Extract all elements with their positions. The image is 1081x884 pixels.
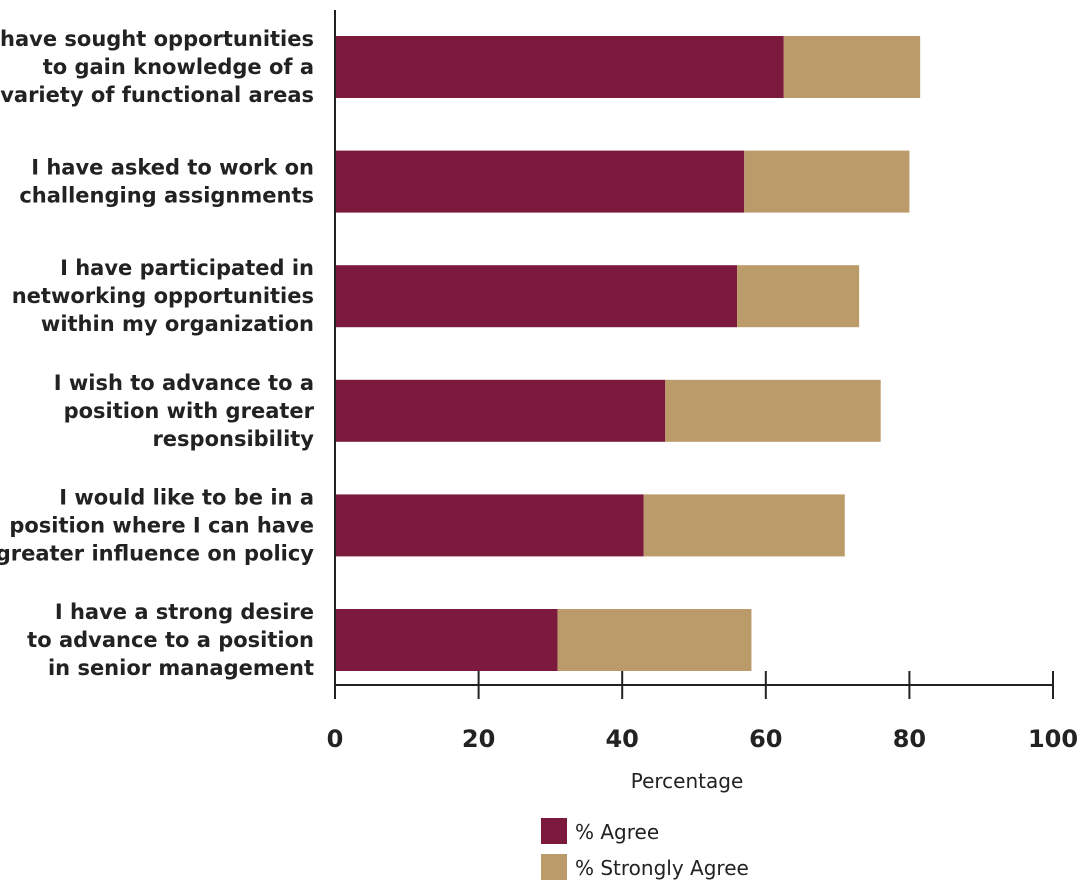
bar-strongly-agree-4 [665,379,881,442]
x-tick-label: 100 [1028,725,1078,753]
x-tick-label: 40 [605,725,638,753]
x-ticks: 0 20 40 60 80 100 [327,671,1078,753]
category-label: I have sought opportunities [0,27,314,51]
category-label: responsibility [152,427,314,451]
category-label: I wish to advance to a [54,371,314,395]
bar-strongly-agree-1 [783,36,921,98]
x-tick-label: 60 [749,725,782,753]
category-label: variety of functional areas [0,83,314,107]
bar-strongly-agree-5 [643,494,845,557]
legend-label-agree: % Agree [575,820,659,844]
category-label: I have participated in [60,256,314,280]
bar-agree-3 [335,265,738,328]
axes-group [334,10,1054,686]
bar-strongly-agree-2 [744,150,910,213]
x-axis-title: Percentage [631,769,744,793]
x-tick-label: 0 [327,725,344,753]
category-label: networking opportunities [12,284,314,308]
category-label: position with greater [64,399,315,423]
bar-strongly-agree-3 [737,265,860,328]
category-label: greater influence on policy [0,541,314,565]
category-label: challenging assignments [19,184,314,208]
category-label: to gain knowledge of a [43,55,314,79]
legend-swatch-strongly-agree [541,854,567,880]
category-labels: I have sought opportunities to gain knowl… [0,27,315,680]
bar-agree-2 [335,150,745,213]
legend: % Agree % Strongly Agree [541,818,749,880]
bar-agree-1 [335,36,784,98]
category-label: to advance to a position [27,628,314,652]
category-label: position where I can have [9,513,314,537]
category-label: within my organization [41,312,314,336]
category-label: I have a strong desire [55,600,314,624]
legend-label-strongly-agree: % Strongly Agree [575,856,749,880]
x-tick-label: 80 [893,725,926,753]
bar-agree-5 [335,494,644,557]
legend-swatch-agree [541,818,567,844]
category-label: in senior management [48,656,314,680]
bar-strongly-agree-6 [557,609,752,671]
bars-group [335,36,921,671]
x-tick-label: 20 [462,725,495,753]
bar-agree-4 [335,379,666,442]
bar-agree-6 [335,609,558,671]
category-label: I have asked to work on [31,156,314,180]
category-label: I would like to be in a [59,485,314,509]
